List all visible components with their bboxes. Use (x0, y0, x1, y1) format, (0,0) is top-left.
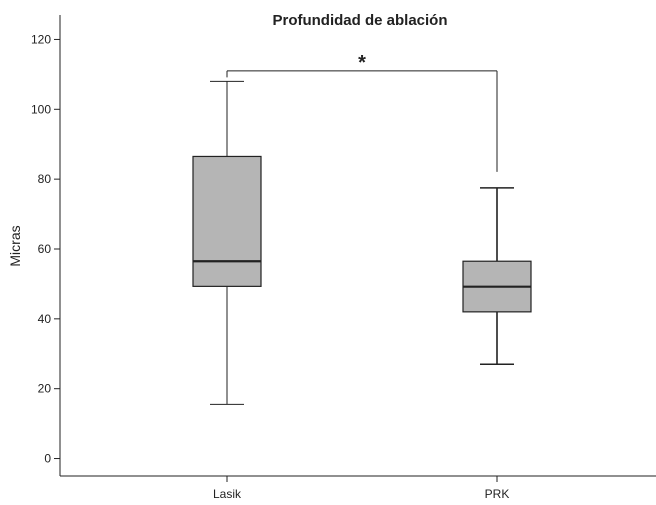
y-tick-label: 80 (38, 172, 52, 186)
y-axis-label: Micras (7, 225, 23, 266)
box-prk (462, 187, 532, 366)
y-tick-label: 120 (31, 32, 51, 46)
y-tick-label: 60 (38, 242, 52, 256)
y-tick-label: 40 (38, 312, 52, 326)
x-tick-label: PRK (485, 487, 510, 501)
significance-bracket: * (226, 52, 498, 172)
y-tick-label: 0 (44, 452, 51, 466)
axes: 0 20 40 60 80 100 120 Lasik PRK (31, 15, 656, 501)
chart-title: Profundidad de ablación (272, 12, 447, 29)
y-tick-label: 100 (31, 102, 51, 116)
boxes (192, 80, 532, 405)
y-tick-label: 20 (38, 382, 52, 396)
significance-label: * (358, 52, 366, 74)
x-tick-label: Lasik (213, 487, 242, 501)
iqr-box (192, 155, 262, 287)
box-lasik (192, 80, 262, 405)
